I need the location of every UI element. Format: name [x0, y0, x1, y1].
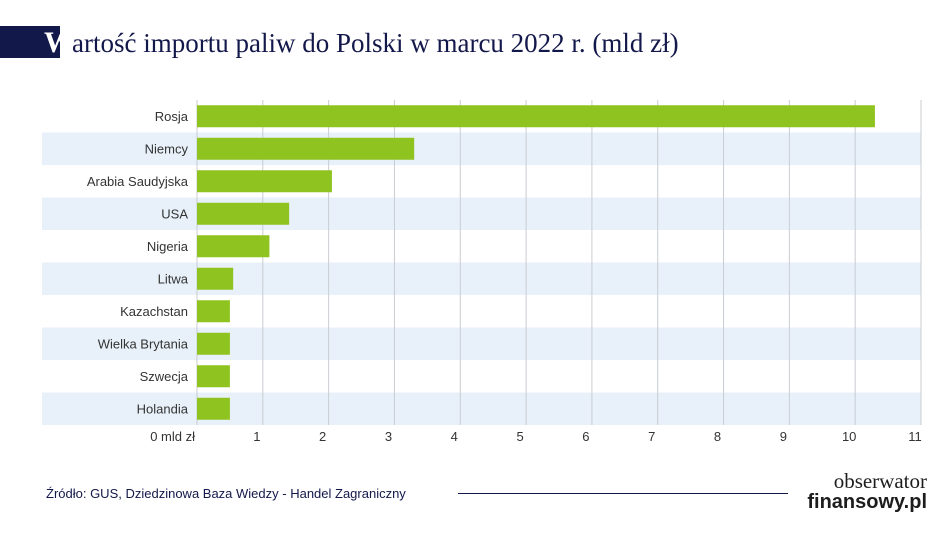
bar-szwecja [197, 365, 230, 388]
x-tick-label: 3 [385, 429, 392, 444]
x-tick-label: 7 [648, 429, 655, 444]
x-tick-label: 5 [516, 429, 523, 444]
x-tick-label: 6 [582, 429, 589, 444]
bar-usa [197, 202, 290, 225]
category-label: Szwecja [140, 369, 189, 384]
x-tick-label: 4 [451, 429, 458, 444]
category-label: Litwa [158, 271, 189, 286]
bar-litwa [197, 267, 234, 290]
brand-logo: obserwator finansowy.pl [797, 470, 927, 516]
row-band [42, 327, 921, 360]
title-accent-block [0, 26, 60, 58]
x-tick-label: 10 [842, 429, 856, 444]
bar-wielka-brytania [197, 332, 230, 355]
bar-nigeria [197, 235, 270, 258]
bar-holandia [197, 397, 230, 420]
category-label: Wielka Brytania [98, 336, 189, 351]
category-label: Nigeria [147, 239, 189, 254]
row-band [42, 392, 921, 425]
x-tick-label: 9 [780, 429, 787, 444]
category-label: Holandia [137, 401, 189, 416]
bar-chart: Rosja Niemcy Arabia Saudyjska USA Nigeria Lit… [42, 100, 922, 444]
row-band [42, 132, 921, 165]
x-tick-label: 11 [908, 429, 922, 444]
bar-kazachstan [197, 300, 230, 323]
bar-arabia-saudyjska [197, 170, 332, 193]
x-tick-label: 2 [319, 429, 326, 444]
logo-line-1: obserwator [833, 469, 927, 493]
logo-line-2: finansowy.pl [807, 491, 927, 513]
row-band [42, 197, 921, 230]
x-tick-label: 1 [253, 429, 260, 444]
category-label: Kazachstan [120, 304, 188, 319]
title-text: artość importu paliw do Polski w marcu 2… [72, 28, 679, 58]
bar-niemcy [197, 137, 415, 160]
x-tick-label: 0 mld zł [150, 429, 195, 444]
x-tick-label: 8 [714, 429, 721, 444]
footer-divider [458, 493, 788, 494]
category-label: Arabia Saudyjska [87, 174, 189, 189]
category-label: Rosja [155, 109, 189, 124]
source-note: Źródło: GUS, Dziedzinowa Baza Wiedzy - H… [46, 486, 406, 501]
title-initial-letter: W [44, 26, 74, 59]
bar-rosja [197, 105, 875, 128]
category-label: Niemcy [145, 141, 189, 156]
row-band [42, 262, 921, 295]
chart-title: W artość importu paliw do Polski w marcu… [0, 24, 951, 62]
category-label: USA [161, 206, 188, 221]
